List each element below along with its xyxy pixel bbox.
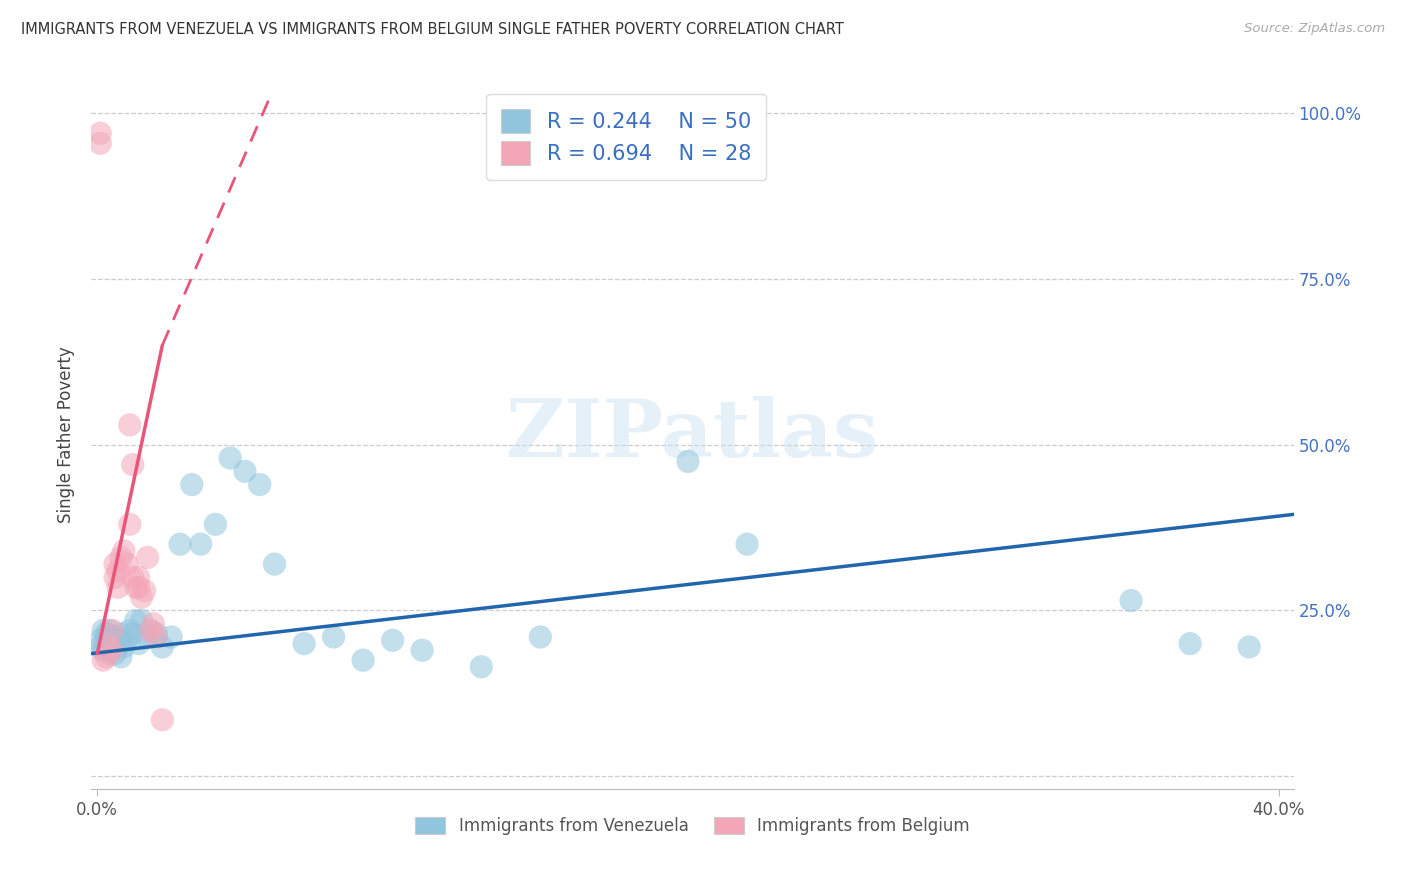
Point	[118, 417, 141, 432]
Point	[1178, 637, 1201, 651]
Point	[121, 458, 143, 472]
Point	[98, 624, 121, 638]
Point	[101, 637, 124, 651]
Point	[136, 630, 159, 644]
Point	[110, 626, 132, 640]
Point	[145, 626, 167, 640]
Point	[107, 640, 129, 654]
Point	[150, 713, 173, 727]
Point	[190, 537, 212, 551]
Point	[91, 653, 114, 667]
Point	[150, 640, 173, 654]
Point	[169, 537, 191, 551]
Point	[470, 660, 492, 674]
Point	[128, 570, 150, 584]
Point	[121, 570, 143, 584]
Point	[89, 126, 111, 140]
Point	[96, 630, 118, 644]
Point	[233, 464, 256, 478]
Point	[118, 517, 141, 532]
Point	[676, 454, 699, 468]
Point	[96, 649, 118, 664]
Point	[89, 136, 111, 151]
Point	[89, 640, 111, 654]
Point	[98, 643, 121, 657]
Point	[128, 637, 150, 651]
Point	[104, 647, 127, 661]
Point	[91, 624, 114, 638]
Point	[131, 591, 153, 605]
Point	[529, 630, 551, 644]
Point	[112, 640, 135, 654]
Point	[101, 630, 124, 644]
Point	[89, 633, 111, 648]
Point	[1119, 593, 1142, 607]
Point	[121, 626, 143, 640]
Point	[104, 633, 127, 648]
Point	[104, 570, 127, 584]
Point	[292, 637, 315, 651]
Point	[160, 630, 183, 644]
Point	[104, 557, 127, 571]
Point	[98, 640, 121, 654]
Point	[219, 451, 242, 466]
Point	[115, 633, 138, 648]
Point	[134, 583, 156, 598]
Point	[322, 630, 344, 644]
Point	[107, 630, 129, 644]
Point	[110, 649, 132, 664]
Point	[136, 550, 159, 565]
Point	[131, 614, 153, 628]
Point	[249, 477, 271, 491]
Point	[101, 643, 124, 657]
Point	[110, 550, 132, 565]
Point	[145, 630, 167, 644]
Point	[352, 653, 374, 667]
Text: IMMIGRANTS FROM VENEZUELA VS IMMIGRANTS FROM BELGIUM SINGLE FATHER POVERTY CORRE: IMMIGRANTS FROM VENEZUELA VS IMMIGRANTS …	[21, 22, 844, 37]
Point	[107, 580, 129, 594]
Point	[115, 557, 138, 571]
Text: Source: ZipAtlas.com: Source: ZipAtlas.com	[1244, 22, 1385, 36]
Text: ZIPatlas: ZIPatlas	[506, 396, 879, 474]
Point	[125, 580, 148, 594]
Point	[107, 564, 129, 578]
Point	[263, 557, 285, 571]
Point	[91, 643, 114, 657]
Point	[139, 624, 162, 638]
Point	[142, 616, 165, 631]
Point	[381, 633, 404, 648]
Legend: Immigrants from Venezuela, Immigrants from Belgium: Immigrants from Venezuela, Immigrants fr…	[409, 810, 976, 841]
Point	[125, 614, 148, 628]
Point	[128, 580, 150, 594]
Point	[96, 626, 118, 640]
Point	[411, 643, 433, 657]
Y-axis label: Single Father Poverty: Single Father Poverty	[58, 346, 76, 524]
Point	[204, 517, 226, 532]
Point	[98, 647, 121, 661]
Point	[180, 477, 202, 491]
Point	[112, 544, 135, 558]
Point	[1237, 640, 1260, 654]
Point	[735, 537, 758, 551]
Point	[139, 624, 162, 638]
Point	[118, 624, 141, 638]
Point	[101, 624, 124, 638]
Point	[96, 637, 118, 651]
